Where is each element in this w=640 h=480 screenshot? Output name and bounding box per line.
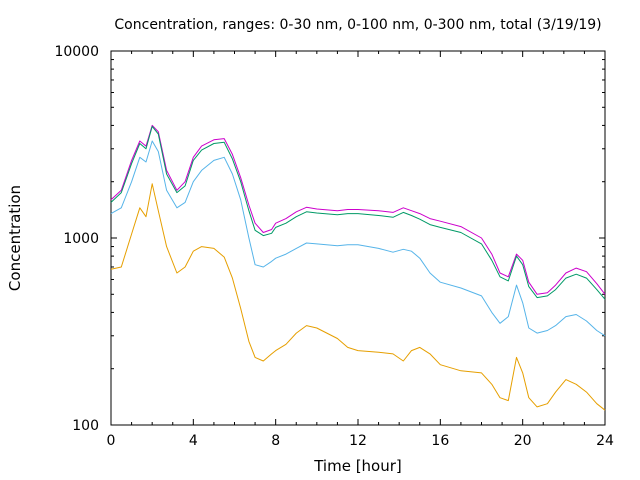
y-tick-label: 10000 (54, 44, 99, 60)
x-axis-label: Time [hour] (313, 457, 402, 475)
x-tick-label: 16 (431, 433, 449, 449)
series-line-4 (110, 183, 606, 411)
x-tick-label: 24 (596, 433, 614, 449)
plot-area (110, 50, 606, 426)
series-group (110, 124, 606, 411)
x-tick-label: 4 (189, 433, 198, 449)
axis-ticks (110, 50, 606, 426)
x-tick-label: 8 (271, 433, 280, 449)
tick-labels: 0 4 8 12 16 20 24 100 1000 10000 (54, 44, 614, 449)
series-line-3 (110, 140, 606, 337)
x-tick-label: 20 (514, 433, 532, 449)
x-tick-label: 12 (349, 433, 367, 449)
plot-frame (110, 50, 606, 426)
x-tick-label: 0 (107, 433, 116, 449)
y-axis-label: Concentration (6, 185, 24, 291)
series-line-2 (110, 125, 606, 300)
chart-title: Concentration, ranges: 0-30 nm, 0-100 nm… (114, 17, 601, 33)
y-tick-label: 100 (72, 418, 99, 434)
series-line-1 (110, 124, 606, 295)
y-tick-label: 1000 (63, 231, 99, 247)
